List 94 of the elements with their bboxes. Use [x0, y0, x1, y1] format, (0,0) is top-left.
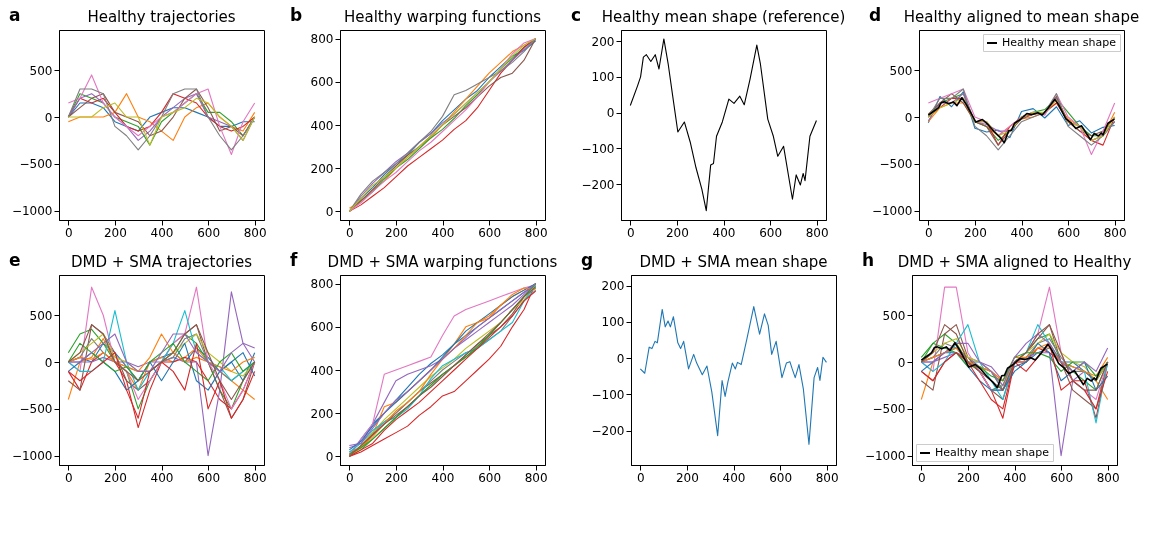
y-tick-label: −500	[879, 157, 913, 172]
y-tick-label: 600	[310, 320, 334, 335]
y-tick-label: 400	[310, 363, 334, 378]
chart-title: Healthy trajectories	[87, 8, 236, 26]
x-tick-label: 200	[384, 225, 408, 240]
x-tick-label: 600	[478, 225, 502, 240]
x-tick-label: 200	[675, 470, 699, 485]
y-tick-label: 0	[325, 449, 334, 464]
x-tick-label: 400	[150, 225, 174, 240]
y-tick-label: −1000	[864, 449, 906, 464]
x-tick-label: 200	[103, 470, 127, 485]
y-tick-label: 800	[310, 277, 334, 292]
y-tick-label: 200	[310, 406, 334, 421]
chart-title: Healthy aligned to mean shape	[903, 8, 1140, 26]
x-tick-label: 400	[1010, 225, 1034, 240]
x-tick-label: 800	[1103, 225, 1127, 240]
y-tick-label: 0	[897, 355, 906, 370]
x-tick-label: 600	[759, 225, 783, 240]
x-tick-label: 800	[243, 470, 267, 485]
y-tick-label: −500	[19, 402, 53, 417]
y-tick-label: −100	[581, 141, 615, 156]
x-tick-label: 200	[103, 225, 127, 240]
x-tick-label: 600	[1050, 470, 1074, 485]
y-tick-label: 200	[601, 279, 625, 294]
x-tick-label: 800	[805, 225, 829, 240]
text: d	[869, 5, 882, 25]
x-tick-label: 0	[65, 470, 73, 485]
x-tick-label: 600	[197, 470, 221, 485]
y-tick-label: 500	[29, 63, 53, 78]
y-tick-label: −1000	[11, 204, 53, 219]
x-tick-label: 600	[478, 470, 502, 485]
y-tick-label: −500	[872, 402, 906, 417]
x-tick-label: 0	[346, 470, 354, 485]
chart-title: DMD + SMA warping functions	[327, 253, 558, 271]
y-tick-label: 0	[616, 351, 625, 366]
x-tick-label: 800	[243, 225, 267, 240]
x-tick-label: 800	[524, 225, 548, 240]
x-tick-label: 0	[627, 225, 635, 240]
text: g	[581, 250, 594, 270]
x-tick-label: 0	[65, 225, 73, 240]
legend-label: Healthy mean shape	[935, 446, 1050, 459]
y-tick-label: 100	[591, 70, 615, 85]
y-tick-label: 500	[889, 63, 913, 78]
x-tick-label: 400	[431, 470, 455, 485]
y-tick-label: 500	[29, 308, 53, 323]
x-tick-label: 0	[925, 225, 933, 240]
chart-title: DMD + SMA mean shape	[639, 253, 828, 271]
text: b	[290, 5, 303, 25]
chart-title: Healthy warping functions	[343, 8, 542, 26]
y-tick-label: 0	[44, 355, 53, 370]
x-tick-label: 800	[1096, 470, 1120, 485]
chart-title: DMD + SMA aligned to Healthy	[897, 253, 1132, 271]
x-tick-label: 200	[384, 470, 408, 485]
x-tick-label: 200	[665, 225, 689, 240]
y-tick-label: −1000	[11, 449, 53, 464]
x-tick-label: 400	[712, 225, 736, 240]
y-tick-label: 0	[325, 204, 334, 219]
legend-label: Healthy mean shape	[1002, 36, 1117, 49]
y-tick-label: −200	[581, 177, 615, 192]
x-tick-label: 400	[150, 470, 174, 485]
y-tick-label: −100	[591, 387, 625, 402]
x-tick-label: 0	[918, 470, 926, 485]
x-tick-label: 0	[637, 470, 645, 485]
x-tick-label: 400	[431, 225, 455, 240]
y-tick-label: 800	[310, 32, 334, 47]
y-tick-label: 100	[601, 315, 625, 330]
x-tick-label: 200	[963, 225, 987, 240]
text: e	[9, 250, 21, 270]
x-tick-label: 600	[1057, 225, 1081, 240]
y-tick-label: 200	[310, 161, 334, 176]
x-tick-label: 0	[346, 225, 354, 240]
text: h	[862, 250, 875, 270]
y-tick-label: 0	[904, 110, 913, 125]
y-tick-label: 0	[606, 106, 615, 121]
x-tick-label: 800	[524, 470, 548, 485]
text: c	[571, 5, 582, 25]
x-tick-label: 200	[956, 470, 980, 485]
y-tick-label: −200	[591, 424, 625, 439]
chart-title: Healthy mean shape (reference)	[601, 8, 846, 26]
text: f	[290, 250, 298, 270]
x-tick-label: 600	[197, 225, 221, 240]
x-tick-label: 400	[722, 470, 746, 485]
y-tick-label: 500	[882, 308, 906, 323]
x-tick-label: 600	[769, 470, 793, 485]
y-tick-label: 0	[44, 110, 53, 125]
chart-title: DMD + SMA trajectories	[71, 253, 253, 271]
y-tick-label: −1000	[871, 204, 913, 219]
x-tick-label: 400	[1003, 470, 1027, 485]
y-tick-label: 400	[310, 118, 334, 133]
y-tick-label: 200	[591, 34, 615, 49]
y-tick-label: −500	[19, 157, 53, 172]
y-tick-label: 600	[310, 75, 334, 90]
text: a	[9, 5, 21, 25]
x-tick-label: 800	[815, 470, 839, 485]
